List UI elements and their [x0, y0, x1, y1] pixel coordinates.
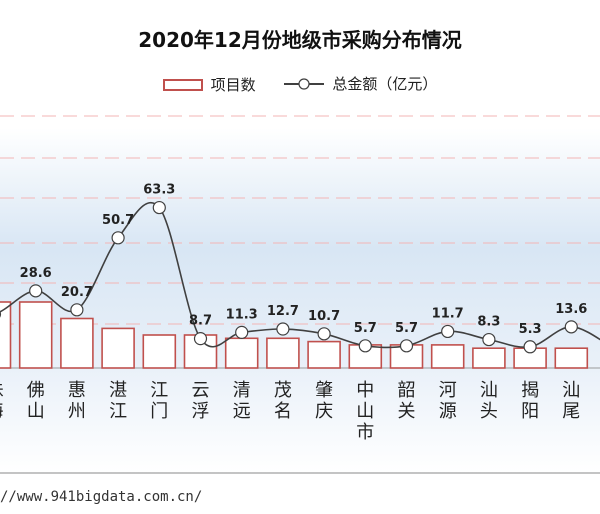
legend-line-swatch — [284, 77, 325, 90]
category-label: 云 — [192, 380, 210, 401]
bar — [266, 337, 300, 369]
plot-background — [0, 128, 600, 473]
data-label: 11.3 — [226, 307, 258, 322]
data-label: 5.7 — [395, 321, 418, 336]
category-label: 关 — [398, 401, 416, 422]
category-label: 汕 — [562, 380, 580, 401]
category-label: 山 — [27, 401, 45, 422]
line-marker — [564, 320, 578, 334]
category-label: 江 — [109, 401, 127, 422]
bar — [101, 327, 135, 369]
line-marker — [70, 303, 84, 317]
data-label: 20.7 — [61, 285, 93, 300]
line-marker — [523, 340, 537, 354]
line-marker — [111, 231, 125, 245]
bar — [307, 340, 341, 369]
line-marker — [358, 339, 372, 353]
bar — [472, 347, 506, 369]
category-label: 远 — [233, 401, 251, 422]
category-label: 肇 — [315, 380, 333, 401]
category-label: 市 — [356, 422, 374, 443]
data-label: 8.3 — [477, 315, 500, 330]
bar — [430, 344, 465, 369]
bar — [18, 301, 53, 369]
category-label: 门 — [150, 401, 168, 422]
legend-item-line: 总金额（亿元） — [284, 73, 437, 94]
category-label: 山 — [356, 401, 374, 422]
line-marker — [276, 322, 290, 336]
category-label: 佛 — [27, 380, 45, 401]
category-label: 汕 — [480, 380, 498, 401]
category-label: 浮 — [192, 401, 210, 422]
bar — [554, 347, 589, 369]
category-label: 韶 — [398, 380, 416, 401]
legend-bar-label: 项目数 — [210, 76, 256, 94]
line-marker — [482, 332, 496, 347]
line-marker — [193, 332, 208, 346]
line-marker — [152, 200, 166, 215]
category-label: 阳 — [521, 401, 539, 422]
category-label: 河 — [439, 380, 457, 401]
line-marker — [399, 339, 414, 353]
category-label: 珠 — [0, 380, 4, 401]
bar — [60, 317, 94, 369]
category-label: 尾 — [562, 401, 580, 422]
data-label: 63.3 — [143, 183, 175, 198]
category-label: 中 — [356, 380, 374, 401]
line-marker — [29, 284, 43, 298]
data-label: 5.3 — [519, 322, 542, 337]
bar — [142, 334, 177, 369]
category-label: 江 — [150, 380, 168, 401]
bar — [224, 337, 259, 369]
bar — [0, 301, 12, 369]
chart-title: 2020年12月份地级市采购分布情况 — [138, 28, 462, 52]
line-marker — [441, 324, 455, 339]
data-label: 28.6 — [20, 266, 52, 281]
data-label: 50.7 — [102, 213, 134, 228]
category-label: 庆 — [315, 401, 333, 422]
category-label: 惠 — [68, 380, 86, 401]
category-label: 名 — [274, 401, 292, 422]
category-label: 海 — [0, 401, 4, 422]
data-label: 11.7 — [432, 306, 464, 321]
data-label: 5.7 — [354, 321, 377, 336]
data-label: 10.7 — [308, 309, 340, 324]
legend-item-bar: 项目数 — [162, 74, 256, 95]
category-label: 揭 — [521, 380, 539, 401]
line-marker — [0, 310, 2, 318]
line-marker — [235, 325, 249, 339]
category-label: 源 — [439, 401, 457, 422]
source-url: //www.941bigdata.com.cn/ — [0, 489, 203, 505]
data-label: 8.7 — [189, 314, 212, 329]
data-label: 12.7 — [267, 304, 299, 319]
data-label: 13.6 — [555, 302, 587, 317]
legend: 项目数 总金额（亿元） — [0, 73, 600, 95]
category-label: 头 — [480, 401, 498, 422]
category-label: 茂 — [274, 380, 292, 401]
category-label: 州 — [68, 401, 86, 422]
line-marker — [317, 327, 331, 341]
legend-line-label: 总金额（亿元） — [332, 75, 438, 93]
legend-bar-swatch — [162, 78, 203, 91]
category-label: 清 — [233, 380, 251, 401]
category-label: 湛 — [109, 380, 127, 401]
